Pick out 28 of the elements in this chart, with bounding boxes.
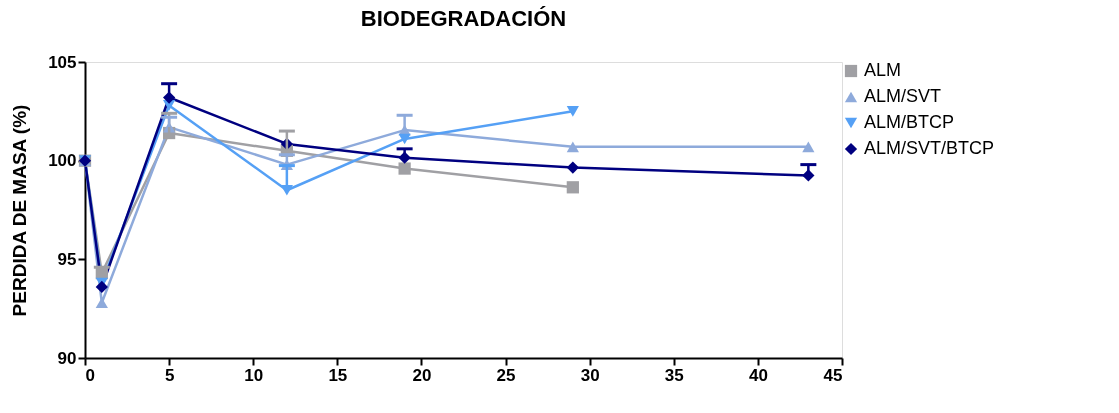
x-tick-label: 5 bbox=[164, 365, 175, 385]
point bbox=[398, 162, 411, 175]
legend-label: ALM/SVT/BTCP bbox=[864, 138, 995, 158]
x-tick-label: 35 bbox=[664, 365, 684, 385]
y-tick-label: 105 bbox=[48, 52, 77, 72]
point bbox=[398, 133, 411, 145]
y-axis-title: PERDIDA DE MASA (%) bbox=[9, 104, 31, 317]
y-tick-label: 90 bbox=[57, 348, 77, 368]
point bbox=[566, 161, 579, 174]
legend-label: ALM bbox=[864, 60, 902, 80]
x-tick-label: 10 bbox=[244, 365, 264, 385]
point bbox=[95, 280, 108, 294]
chart-title: BIODEGRADACIÓN bbox=[360, 6, 567, 31]
y-tick-label: 100 bbox=[48, 151, 77, 171]
x-tick-label: 30 bbox=[580, 365, 600, 385]
x-tick-label: 20 bbox=[412, 365, 432, 385]
x-tick-label: 25 bbox=[496, 365, 516, 385]
point bbox=[802, 141, 815, 153]
y-tick-label: 95 bbox=[57, 249, 77, 269]
point bbox=[566, 141, 579, 153]
legend-label: ALM/BTCP bbox=[864, 112, 955, 132]
x-tick-label: 15 bbox=[328, 365, 348, 385]
point bbox=[566, 181, 579, 194]
x-tick-label: 45 bbox=[823, 365, 843, 385]
legend-label: ALM/SVT bbox=[864, 86, 942, 106]
x-tick-label: 0 bbox=[85, 365, 95, 385]
point bbox=[566, 106, 579, 117]
x-tick-label: 40 bbox=[748, 365, 768, 385]
